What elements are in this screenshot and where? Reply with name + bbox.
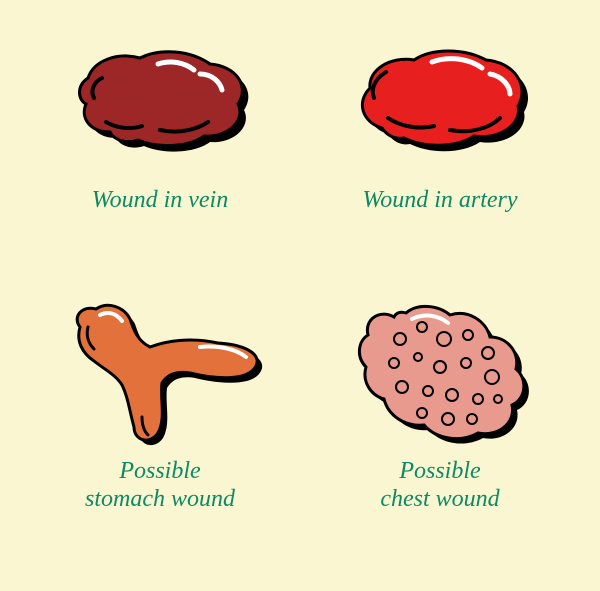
blood-splat-icon: [50, 291, 270, 451]
blood-frothy-icon: [340, 291, 540, 451]
label-vein: Wound in vein: [92, 186, 228, 215]
label-chest: Possible chest wound: [380, 457, 499, 515]
panel-chest: Possible chest wound: [300, 291, 580, 562]
shape-artery: [340, 20, 540, 180]
panel-vein: Wound in vein: [20, 20, 300, 291]
shape-vein: [60, 20, 260, 180]
panel-artery: Wound in artery: [300, 20, 580, 291]
blood-blob-icon: [340, 30, 540, 170]
panel-stomach: Possible stomach wound: [20, 291, 300, 562]
label-stomach: Possible stomach wound: [85, 457, 235, 515]
label-artery: Wound in artery: [362, 186, 517, 215]
shape-stomach: [50, 291, 270, 451]
blood-blob-icon: [60, 30, 260, 170]
infographic-grid: Wound in vein Wound in artery: [0, 0, 600, 591]
shape-chest: [340, 291, 540, 451]
